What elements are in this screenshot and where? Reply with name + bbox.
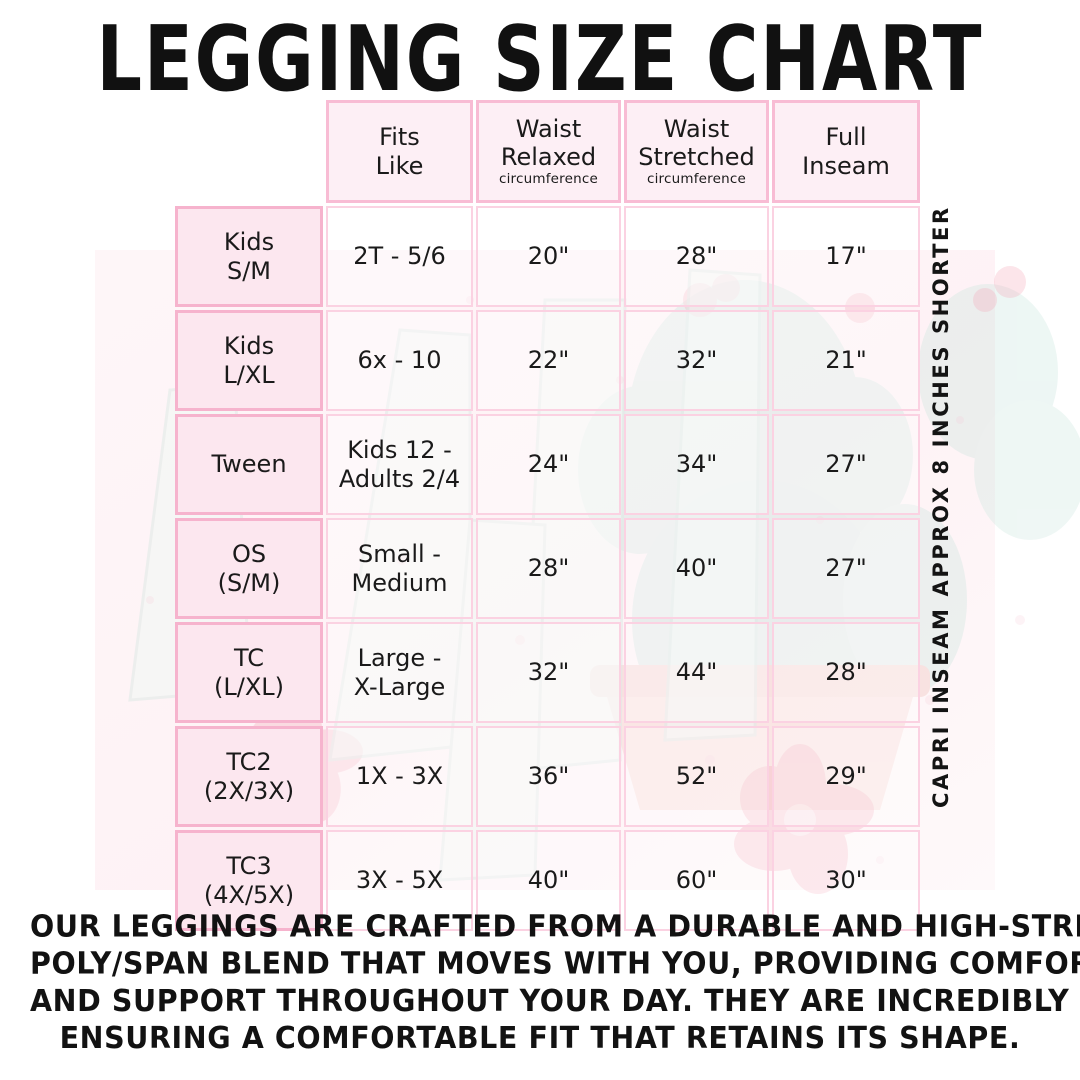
footer-line-3: AND SUPPORT THROUGHOUT YOUR DAY. THEY AR… <box>30 983 1080 1019</box>
cell-waist-stretched: 34" <box>624 414 769 515</box>
cell-full-inseam: 28" <box>772 622 920 723</box>
row-label-line2: (S/M) <box>217 568 281 597</box>
row-label: Kids S/M <box>175 206 323 307</box>
header-line2: Like <box>375 151 424 180</box>
page-title: LEGGING SIZE CHART <box>96 6 984 112</box>
row-label-line2: (4X/5X) <box>203 880 295 909</box>
cell-full-inseam: 21" <box>772 310 920 411</box>
row-label: TC2 (2X/3X) <box>175 726 323 827</box>
row-label-line2: S/M <box>226 256 272 285</box>
header-line1: Fits <box>379 123 420 152</box>
header-fits-like: Fits Like <box>326 100 473 203</box>
fits-line1: 2T - 5/6 <box>353 242 446 271</box>
header-sublabel: circumference <box>498 171 599 188</box>
footer-line-2: POLY/SPAN BLEND THAT MOVES WITH YOU, PRO… <box>30 946 1080 982</box>
header-line1: Full <box>825 123 867 152</box>
cell-fits-like: 2T - 5/6 <box>326 206 473 307</box>
cell-waist-relaxed: 28" <box>476 518 621 619</box>
cell-full-inseam: 17" <box>772 206 920 307</box>
cell-waist-stretched: 32" <box>624 310 769 411</box>
header-waist-relaxed: Waist Relaxed circumference <box>476 100 621 203</box>
cell-waist-relaxed: 24" <box>476 414 621 515</box>
row-label-line2: (2X/3X) <box>203 776 295 805</box>
fits-line1: Large - <box>357 644 442 673</box>
row-label-line1: Kids <box>223 228 275 257</box>
cell-full-inseam: 27" <box>772 518 920 619</box>
cell-waist-stretched: 40" <box>624 518 769 619</box>
fits-line1: 3X - 5X <box>355 866 444 895</box>
cell-full-inseam: 27" <box>772 414 920 515</box>
fits-line2: Adults 2/4 <box>338 464 461 493</box>
table-row: Tween Kids 12 - Adults 2/4 24" 34" 27" <box>175 414 920 515</box>
row-label: Kids L/XL <box>175 310 323 411</box>
cell-waist-stretched: 52" <box>624 726 769 827</box>
fits-line2: Medium <box>351 568 448 597</box>
fits-line1: 1X - 3X <box>355 762 444 791</box>
cell-waist-stretched: 28" <box>624 206 769 307</box>
row-label: TC (L/XL) <box>175 622 323 723</box>
row-label-line1: TC <box>233 644 264 673</box>
table-row: OS (S/M) Small - Medium 28" 40" 27" <box>175 518 920 619</box>
fits-line1: Kids 12 - <box>347 436 452 465</box>
cell-waist-relaxed: 32" <box>476 622 621 723</box>
row-label: OS (S/M) <box>175 518 323 619</box>
table-corner-cell <box>175 100 323 203</box>
cell-fits-like: Kids 12 - Adults 2/4 <box>326 414 473 515</box>
cell-fits-like: Small - Medium <box>326 518 473 619</box>
header-line1: Waist <box>663 114 730 143</box>
row-label-line1: TC2 <box>226 748 272 777</box>
table-row: Kids S/M 2T - 5/6 20" 28" 17" <box>175 206 920 307</box>
capri-inseam-note: CAPRI INSEAM APPROX 8 INCHES SHORTER <box>929 205 953 808</box>
table-row: TC2 (2X/3X) 1X - 3X 36" 52" 29" <box>175 726 920 827</box>
row-label-line1: TC3 <box>226 852 272 881</box>
header-line2: Relaxed <box>500 143 597 172</box>
fits-line1: Small - <box>358 540 441 569</box>
cell-fits-like: 6x - 10 <box>326 310 473 411</box>
footer-description: OUR LEGGINGS ARE CRAFTED FROM A DURABLE … <box>30 908 1080 1056</box>
header-waist-stretched: Waist Stretched circumference <box>624 100 769 203</box>
cell-waist-relaxed: 22" <box>476 310 621 411</box>
cell-full-inseam: 29" <box>772 726 920 827</box>
row-label-line2: L/XL <box>223 360 275 389</box>
header-full-inseam: Full Inseam <box>772 100 920 203</box>
row-label-line1: Kids <box>223 332 275 361</box>
header-line2: Stretched <box>638 143 755 172</box>
table-row: Kids L/XL 6x - 10 22" 32" 21" <box>175 310 920 411</box>
header-sublabel: circumference <box>646 171 747 188</box>
header-line2: Inseam <box>802 151 890 180</box>
row-label-line2: (L/XL) <box>214 672 284 701</box>
cell-waist-relaxed: 20" <box>476 206 621 307</box>
table-row: TC (L/XL) Large - X-Large 32" 44" 28" <box>175 622 920 723</box>
row-label-line1: OS <box>231 540 267 569</box>
fits-line2: X-Large <box>353 672 446 701</box>
cell-waist-stretched: 44" <box>624 622 769 723</box>
footer-line-1: OUR LEGGINGS ARE CRAFTED FROM A DURABLE … <box>30 909 1080 945</box>
cell-fits-like: 1X - 3X <box>326 726 473 827</box>
cell-waist-relaxed: 36" <box>476 726 621 827</box>
legging-size-chart-table: Fits Like Waist Relaxed circumference Wa… <box>172 97 923 934</box>
footer-line-4: ENSURING A COMFORTABLE FIT THAT RETAINS … <box>59 1020 1021 1056</box>
fits-line1: 6x - 10 <box>357 346 442 375</box>
table-header-row: Fits Like Waist Relaxed circumference Wa… <box>175 100 920 203</box>
cell-fits-like: Large - X-Large <box>326 622 473 723</box>
header-line1: Waist <box>515 114 582 143</box>
row-label-line1: Tween <box>211 450 287 479</box>
row-label: Tween <box>175 414 323 515</box>
